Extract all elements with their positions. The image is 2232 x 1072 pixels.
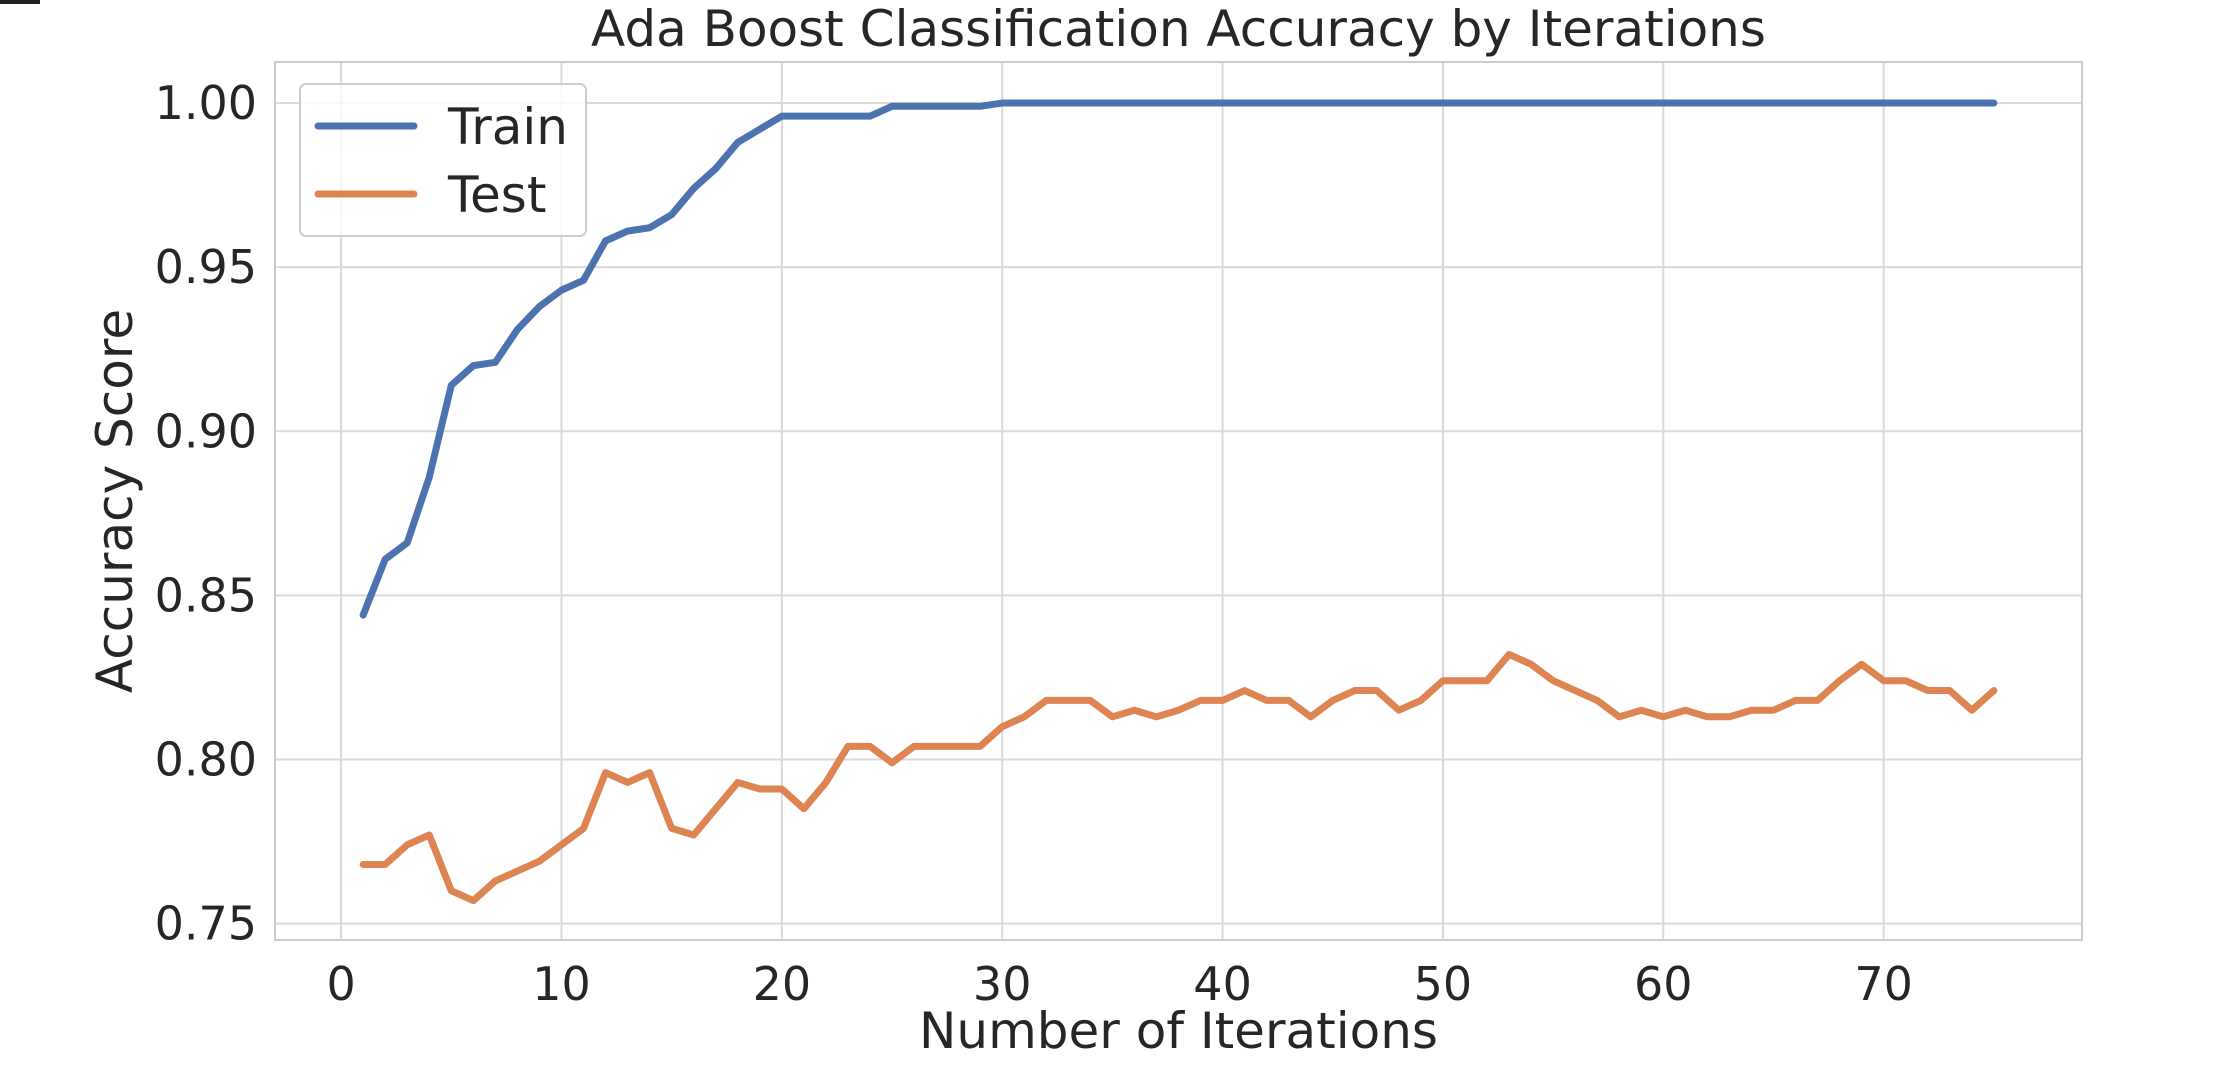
legend-label-train: Train [447, 98, 568, 156]
x-tick-label: 50 [1414, 957, 1473, 1011]
x-tick-label: 0 [326, 957, 355, 1011]
legend-label-test: Test [447, 166, 546, 224]
y-tick-label: 0.75 [155, 897, 257, 951]
x-tick-label: 70 [1854, 957, 1913, 1011]
y-axis-label: Accuracy Score [86, 309, 144, 693]
plot-frame [274, 61, 2083, 941]
series-line-train [359, 99, 1998, 619]
corner-artifact [0, 0, 40, 4]
y-tick-label: 0.80 [155, 732, 257, 786]
chart-title: Ada Boost Classification Accuracy by Ite… [591, 0, 1766, 58]
x-tick-label: 30 [973, 957, 1032, 1011]
x-tick-label: 20 [753, 957, 812, 1011]
legend-box [299, 83, 587, 237]
y-axis-ticks: 0.75 0.80 0.85 0.90 0.95 1.00 [155, 76, 257, 951]
y-tick-label: 0.85 [155, 568, 257, 622]
y-tick-label: 1.00 [155, 76, 257, 130]
series-layer [359, 99, 1998, 905]
x-axis-ticks: 0 10 20 30 40 50 60 70 [326, 957, 1912, 1011]
x-axis-label: Number of Iterations [919, 1002, 1438, 1060]
series-line-test [359, 650, 1998, 905]
y-tick-label: 0.95 [155, 240, 257, 294]
y-tick-label: 0.90 [155, 404, 257, 458]
legend: Train Test [299, 83, 587, 237]
x-tick-label: 60 [1634, 957, 1693, 1011]
x-tick-label: 10 [532, 957, 591, 1011]
x-tick-label: 40 [1193, 957, 1252, 1011]
